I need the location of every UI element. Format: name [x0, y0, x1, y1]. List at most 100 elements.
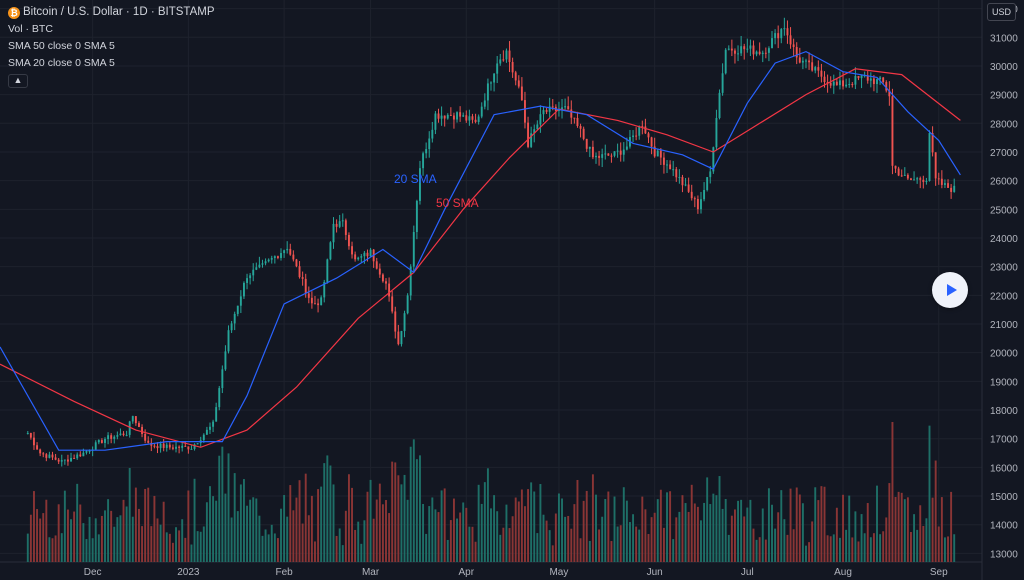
- volume-bar: [335, 535, 338, 562]
- volume-bar: [351, 487, 353, 562]
- volume-bar: [168, 533, 171, 562]
- y-tick-label: 15000: [990, 492, 1018, 503]
- volume-bar: [508, 528, 511, 562]
- candle: [85, 450, 88, 455]
- candle: [524, 91, 526, 129]
- volume-bar: [845, 529, 848, 562]
- volume-bar: [591, 474, 594, 562]
- volume-bar: [233, 473, 236, 562]
- volume-bar: [341, 545, 344, 562]
- candle: [440, 106, 443, 126]
- volume-bar: [403, 474, 406, 562]
- y-tick-label: 26000: [990, 177, 1018, 188]
- candle: [869, 72, 872, 88]
- volume-bar: [391, 461, 394, 562]
- price-axis[interactable]: 13000 14000 15000 16000 17000 18000 19000 20000…: [981, 0, 1018, 580]
- candle: [678, 169, 681, 184]
- candle: [156, 442, 159, 454]
- candle: [187, 446, 190, 454]
- volume-bar: [925, 518, 928, 562]
- volume-bar: [134, 487, 137, 562]
- volume-bar: [199, 531, 202, 562]
- volume-legend[interactable]: Vol · BTC: [8, 23, 53, 35]
- volume-bar: [869, 537, 872, 562]
- candle: [601, 148, 604, 168]
- volume-bar: [888, 483, 891, 562]
- candle: [264, 258, 267, 266]
- volume-bar: [100, 515, 103, 562]
- candle: [178, 445, 181, 454]
- volume-bar: [947, 536, 949, 562]
- volume-bar: [767, 488, 770, 562]
- y-tick-label: 27000: [990, 148, 1018, 159]
- candle: [239, 290, 242, 314]
- volume-bar: [344, 510, 347, 562]
- candle: [610, 153, 613, 163]
- volume-bar: [375, 499, 378, 562]
- volume-bar: [588, 540, 591, 562]
- volume-bar: [486, 468, 489, 562]
- sma20-legend[interactable]: SMA 20 close 0 SMA 5: [8, 57, 115, 69]
- candle: [221, 365, 224, 394]
- candle: [153, 443, 156, 449]
- volume-bar: [388, 513, 391, 562]
- volume-bar: [700, 520, 702, 562]
- volume-bar: [425, 533, 428, 562]
- candle: [792, 38, 795, 57]
- candle: [425, 142, 428, 159]
- candle: [632, 130, 635, 143]
- volume-bar: [860, 514, 863, 562]
- candle: [224, 345, 227, 371]
- volume-bar: [693, 503, 696, 562]
- volume-bar: [854, 511, 857, 562]
- symbol-title-row[interactable]: ₿ Bitcoin / U.S. Dollar · 1D · BITSTAMP: [8, 4, 215, 21]
- volume-bar: [190, 544, 193, 562]
- currency-button[interactable]: USD: [986, 3, 1016, 21]
- symbol-title[interactable]: Bitcoin / U.S. Dollar · 1D · BITSTAMP: [23, 6, 215, 18]
- volume-bar: [267, 534, 270, 562]
- volume-bar: [119, 515, 122, 562]
- candle: [134, 416, 137, 426]
- candle: [419, 160, 421, 205]
- volume-bar: [474, 541, 477, 562]
- volume-bar: [369, 479, 372, 562]
- candle: [607, 153, 610, 156]
- volume-bar: [483, 482, 486, 562]
- candle: [403, 310, 406, 338]
- volume-bar: [252, 497, 255, 562]
- candle: [76, 452, 79, 460]
- sma50-legend[interactable]: SMA 50 close 0 SMA 5: [8, 40, 115, 52]
- candle: [162, 439, 165, 452]
- volume-bar: [826, 535, 829, 562]
- time-axis[interactable]: Dec 2023 Feb Mar Apr May Jun Jul Aug Sep: [84, 567, 948, 578]
- play-button[interactable]: [932, 272, 968, 308]
- volume-bar: [480, 503, 483, 562]
- volume-bar: [128, 467, 131, 562]
- volume-bar: [394, 462, 397, 562]
- candle: [496, 55, 499, 84]
- volume-bar: [937, 526, 940, 562]
- volume-bar: [246, 505, 249, 562]
- candle: [863, 71, 866, 78]
- candle: [73, 454, 76, 459]
- volume-bar: [45, 499, 48, 562]
- chevron-up-icon[interactable]: ▲: [8, 74, 28, 88]
- volume-bar: [811, 521, 814, 562]
- candle: [820, 63, 823, 83]
- volume-bar: [221, 446, 224, 562]
- volume-bar: [727, 534, 730, 562]
- candle: [378, 263, 381, 278]
- volume-bar: [29, 514, 32, 562]
- volume-bar: [607, 491, 610, 562]
- candle: [808, 52, 811, 70]
- candle: [897, 166, 900, 177]
- sma50-annotation: 50 SMA: [436, 196, 479, 210]
- candle: [490, 81, 492, 91]
- bitcoin-icon: ₿: [8, 6, 20, 19]
- candle: [131, 415, 134, 424]
- candle: [437, 108, 440, 123]
- volume-bar: [659, 489, 662, 562]
- volume-bar: [823, 486, 826, 562]
- volume-bar: [625, 500, 628, 562]
